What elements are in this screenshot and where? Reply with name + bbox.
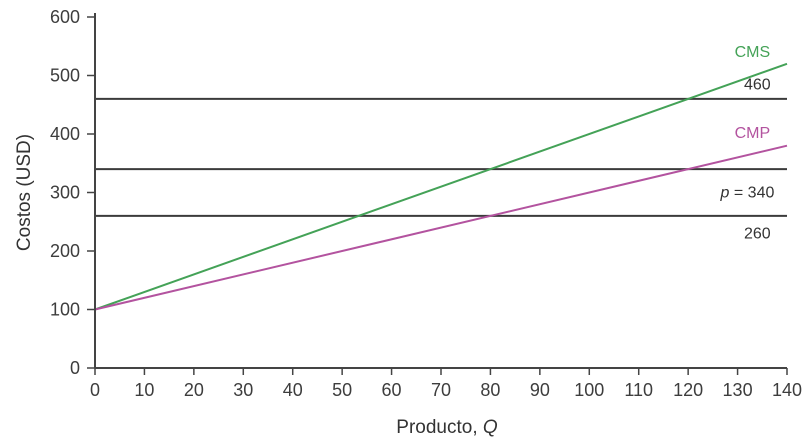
- y-tick-label: 600: [50, 7, 80, 27]
- x-tick-label: 90: [530, 380, 550, 400]
- hline-460-label: 460: [744, 76, 771, 93]
- price-line-label: p = 340: [720, 185, 775, 202]
- hline-260-label: 260: [744, 225, 771, 242]
- cms-line: [94, 62, 788, 311]
- y-tick-label: 0: [70, 358, 80, 378]
- x-tick-label: 70: [431, 380, 451, 400]
- y-tick-label: 300: [50, 183, 80, 203]
- x-tick-label: 60: [382, 380, 402, 400]
- x-tick-label: 10: [134, 380, 154, 400]
- x-tick-label: 80: [480, 380, 500, 400]
- x-tick-label: 20: [184, 380, 204, 400]
- x-tick-label: 100: [574, 380, 604, 400]
- y-tick-label: 100: [50, 300, 80, 320]
- x-tick-label: 110: [624, 380, 653, 400]
- x-tick-label: 140: [772, 380, 802, 400]
- cmp-line-label: CMP: [735, 125, 771, 142]
- y-axis-title: Costos (USD): [14, 134, 35, 251]
- y-tick-label: 200: [50, 241, 80, 261]
- cms-line-label: CMS: [735, 44, 771, 61]
- x-tick-label: 40: [283, 380, 303, 400]
- x-tick-label: 0: [90, 380, 100, 400]
- y-tick-label: 500: [50, 66, 80, 86]
- x-axis-title: Producto, Q: [396, 417, 498, 438]
- x-tick-label: 120: [673, 380, 703, 400]
- x-tick-label: 30: [233, 380, 253, 400]
- cmp-line: [94, 144, 788, 311]
- x-tick-label: 130: [723, 380, 753, 400]
- x-tick-label: 50: [332, 380, 352, 400]
- y-tick-label: 400: [50, 124, 80, 144]
